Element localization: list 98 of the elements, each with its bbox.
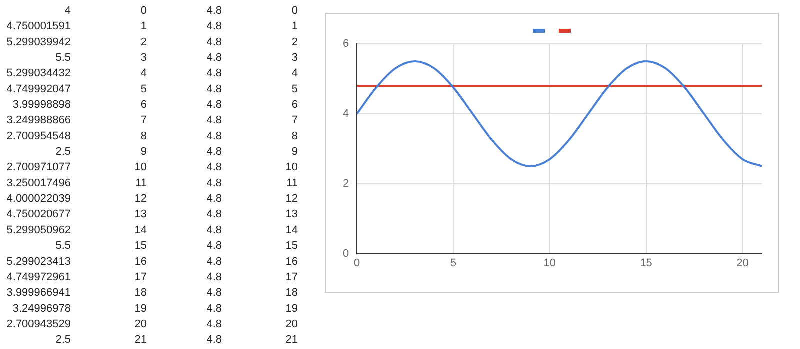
text: 11 [136, 177, 147, 190]
text: 9 [292, 146, 298, 158]
text: 4.8 [206, 224, 222, 236]
text: 4.000022039 [6, 193, 71, 206]
text: 1 [140, 20, 147, 33]
text: 6 [292, 99, 298, 112]
text: 16 [286, 256, 298, 268]
text: 4 [292, 68, 298, 80]
text: 0 [292, 5, 298, 18]
text: 10 [286, 162, 298, 174]
text: 3.99998898 [12, 99, 71, 112]
y-tick-label: 4 [342, 108, 350, 120]
text: 4.8 [206, 208, 222, 221]
text: 4.8 [206, 334, 222, 346]
text: 5.5 [56, 52, 71, 64]
text: 4.750001591 [6, 20, 71, 33]
text: 4.749972961 [6, 271, 71, 284]
text: 3.24996978 [12, 302, 71, 315]
text: 15 [286, 240, 298, 252]
text: 11 [286, 177, 298, 190]
text: 2 [140, 36, 147, 48]
text: 7 [140, 114, 147, 127]
x-tick-label: 20 [736, 257, 749, 270]
text: 4.8 [206, 130, 222, 142]
text: 4.749992047 [6, 83, 71, 96]
text: 5 [140, 83, 147, 96]
text: 19 [286, 302, 298, 315]
y-tick-label: 0 [342, 248, 350, 260]
text: 0 [140, 5, 147, 18]
text: 3.999966941 [6, 287, 71, 300]
text: 18 [286, 287, 298, 300]
text: 7 [292, 114, 298, 127]
text: 12 [134, 193, 147, 206]
text: 4.8 [206, 193, 222, 206]
text: 4.8 [206, 287, 222, 300]
text: 3 [140, 52, 147, 64]
text: 4.8 [206, 318, 222, 330]
text: 2.5 [56, 334, 71, 346]
text: 3.249988866 [6, 114, 71, 127]
text: 6 [140, 99, 147, 112]
text: 8 [292, 130, 298, 142]
x-tick-label: 10 [544, 257, 556, 270]
text: 20 [134, 318, 147, 330]
y-tick-label: 6 [342, 38, 350, 50]
text: 17 [286, 271, 298, 284]
text: 10 [134, 162, 147, 174]
text: 5.299023413 [6, 256, 71, 268]
text: 21 [134, 334, 147, 346]
text: 18 [134, 287, 147, 300]
text: 5 [292, 83, 298, 96]
text: 20 [286, 318, 298, 330]
text: 1 [292, 20, 298, 33]
text: 4 [64, 5, 71, 18]
text: 4.8 [206, 83, 222, 96]
text: 4.8 [206, 177, 222, 190]
x-tick-label: 0 [354, 257, 360, 270]
text: 8 [140, 130, 147, 142]
text: 4.8 [206, 240, 222, 252]
x-tick-label: 15 [640, 257, 652, 270]
text: 4.8 [206, 68, 222, 80]
text: 2 [292, 36, 298, 48]
text: 2.700954548 [6, 130, 71, 142]
text: 5.299050962 [6, 224, 71, 236]
text: 14 [286, 224, 298, 236]
y-tick-label: 2 [342, 178, 350, 190]
text: 4.8 [206, 36, 222, 48]
line-series [357, 60, 762, 168]
text: 5.5 [56, 240, 71, 252]
text: 3 [292, 52, 298, 64]
text: 16 [134, 256, 147, 268]
text: 13 [134, 208, 147, 221]
text: 17 [134, 271, 147, 284]
text: 4.8 [206, 256, 222, 268]
text: 4.8 [206, 20, 222, 33]
text: 4 [140, 68, 147, 80]
text: 9 [140, 146, 147, 158]
text: 21 [286, 334, 298, 346]
text: 13 [286, 208, 298, 221]
text: 2.700943529 [6, 318, 71, 330]
text: 4.8 [206, 162, 222, 174]
text: 19 [134, 302, 147, 315]
text: 4.8 [206, 146, 222, 158]
text: 14 [134, 224, 147, 236]
x-tick-label: 5 [450, 257, 457, 270]
text: 4.8 [206, 99, 222, 112]
text: 5.299034432 [6, 68, 71, 80]
text: 4.750020677 [6, 208, 71, 221]
text: 4.8 [206, 271, 222, 284]
text: 12 [286, 193, 298, 206]
text: 5.299039942 [6, 36, 71, 48]
text: 4.8 [206, 114, 222, 127]
text: 4.8 [206, 5, 222, 18]
text: 4.8 [206, 52, 222, 64]
text: 4.8 [206, 302, 222, 315]
text: 3.250017496 [6, 177, 71, 190]
text: 2.700971077 [6, 162, 71, 174]
text: 2.5 [56, 146, 71, 158]
text: 15 [134, 240, 147, 252]
